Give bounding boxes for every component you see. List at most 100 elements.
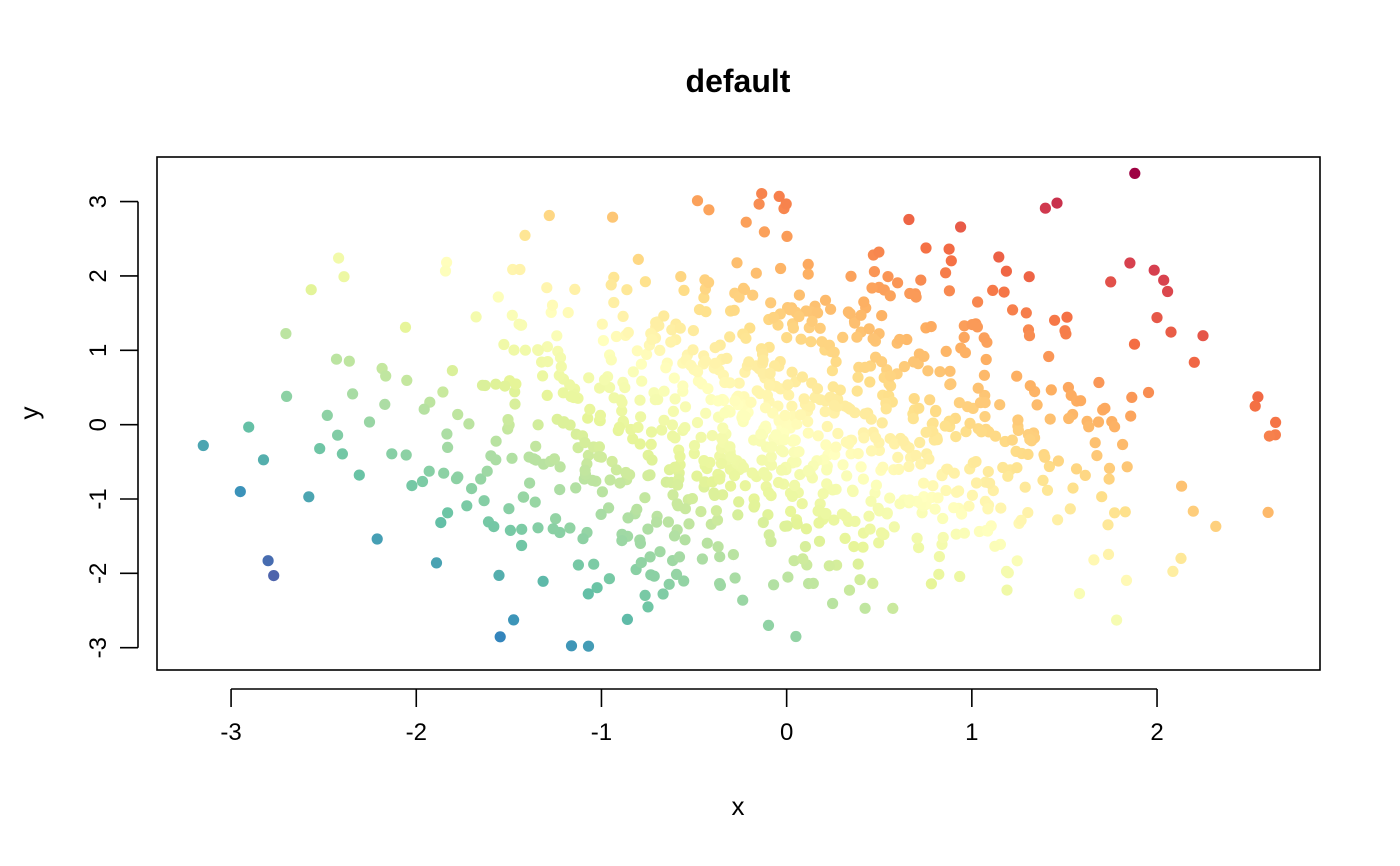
data-point xyxy=(371,533,383,545)
data-point xyxy=(1059,325,1071,337)
data-point xyxy=(820,439,832,451)
data-point xyxy=(933,551,946,563)
data-point xyxy=(929,503,941,515)
data-point xyxy=(1158,274,1170,286)
data-point xyxy=(516,539,528,552)
data-point xyxy=(827,597,839,610)
data-point xyxy=(679,503,692,515)
data-point xyxy=(1006,434,1018,446)
data-point xyxy=(725,480,737,492)
data-point xyxy=(1012,424,1024,436)
data-point xyxy=(982,525,994,537)
data-point xyxy=(537,575,549,587)
data-point xyxy=(918,350,930,362)
data-point xyxy=(691,417,704,429)
data-point xyxy=(915,458,927,470)
data-point xyxy=(658,414,670,426)
data-point xyxy=(712,541,724,553)
data-point xyxy=(925,321,937,333)
data-point xyxy=(606,455,618,468)
data-point xyxy=(673,551,686,563)
data-point xyxy=(438,467,450,479)
data-point xyxy=(765,459,778,471)
data-point xyxy=(530,440,542,452)
data-point xyxy=(721,352,733,364)
data-point xyxy=(1148,264,1160,276)
data-point xyxy=(665,336,677,348)
data-point xyxy=(811,383,824,395)
data-point xyxy=(582,412,594,424)
data-point xyxy=(837,331,849,343)
data-point xyxy=(964,417,976,429)
data-point xyxy=(725,451,737,463)
data-point xyxy=(641,348,653,360)
data-point xyxy=(1045,384,1057,396)
x-tick-label: -1 xyxy=(591,719,612,746)
data-point xyxy=(330,353,343,365)
data-point xyxy=(781,230,793,242)
data-point xyxy=(758,467,770,479)
data-point xyxy=(596,486,609,498)
y-tick-label: -3 xyxy=(85,637,112,658)
data-point xyxy=(642,523,654,535)
data-point xyxy=(672,479,684,491)
data-point xyxy=(813,517,825,529)
data-point xyxy=(739,411,751,423)
data-point xyxy=(789,434,801,446)
data-point xyxy=(595,508,607,520)
data-point xyxy=(621,284,633,296)
data-point xyxy=(648,570,660,582)
data-point xyxy=(441,256,453,268)
data-point xyxy=(450,473,463,485)
data-point xyxy=(910,449,922,462)
data-point xyxy=(819,406,831,418)
data-point xyxy=(485,450,497,462)
data-point xyxy=(347,388,359,400)
data-point xyxy=(619,382,631,394)
data-point xyxy=(1167,565,1179,578)
data-point xyxy=(605,279,617,291)
data-point xyxy=(620,466,632,479)
data-point xyxy=(727,549,740,561)
data-point xyxy=(677,380,689,392)
data-point xyxy=(262,555,274,567)
data-point xyxy=(710,505,723,517)
data-point xyxy=(858,432,870,444)
data-point xyxy=(1019,481,1031,493)
data-point xyxy=(945,378,957,390)
data-point xyxy=(740,332,752,344)
data-point xyxy=(1120,574,1133,587)
data-point xyxy=(780,198,792,210)
y-tick-label: 1 xyxy=(85,344,112,357)
data-point xyxy=(997,461,1009,474)
data-point xyxy=(1249,400,1261,412)
data-point xyxy=(948,502,960,514)
data-point xyxy=(607,211,619,223)
data-point xyxy=(541,282,553,294)
data-point xyxy=(418,403,430,415)
data-point xyxy=(490,435,502,447)
data-point xyxy=(1175,552,1187,565)
data-point xyxy=(984,477,996,489)
data-point xyxy=(551,330,563,342)
data-point xyxy=(679,422,691,434)
data-point xyxy=(737,282,750,294)
data-point xyxy=(1015,514,1027,527)
data-point xyxy=(336,448,348,460)
data-point xyxy=(579,437,591,449)
data-point xyxy=(932,492,944,504)
data-point xyxy=(492,291,504,303)
data-point xyxy=(737,461,750,473)
data-point xyxy=(642,470,654,482)
data-point xyxy=(821,420,833,433)
data-point xyxy=(802,427,814,439)
data-point xyxy=(519,229,531,241)
data-point xyxy=(802,268,814,280)
data-point xyxy=(603,502,615,514)
x-tick-label: 0 xyxy=(780,719,793,746)
data-point xyxy=(1061,311,1073,323)
data-point xyxy=(731,257,743,269)
data-point xyxy=(554,484,566,496)
data-point xyxy=(1039,451,1051,463)
data-point xyxy=(924,394,936,406)
